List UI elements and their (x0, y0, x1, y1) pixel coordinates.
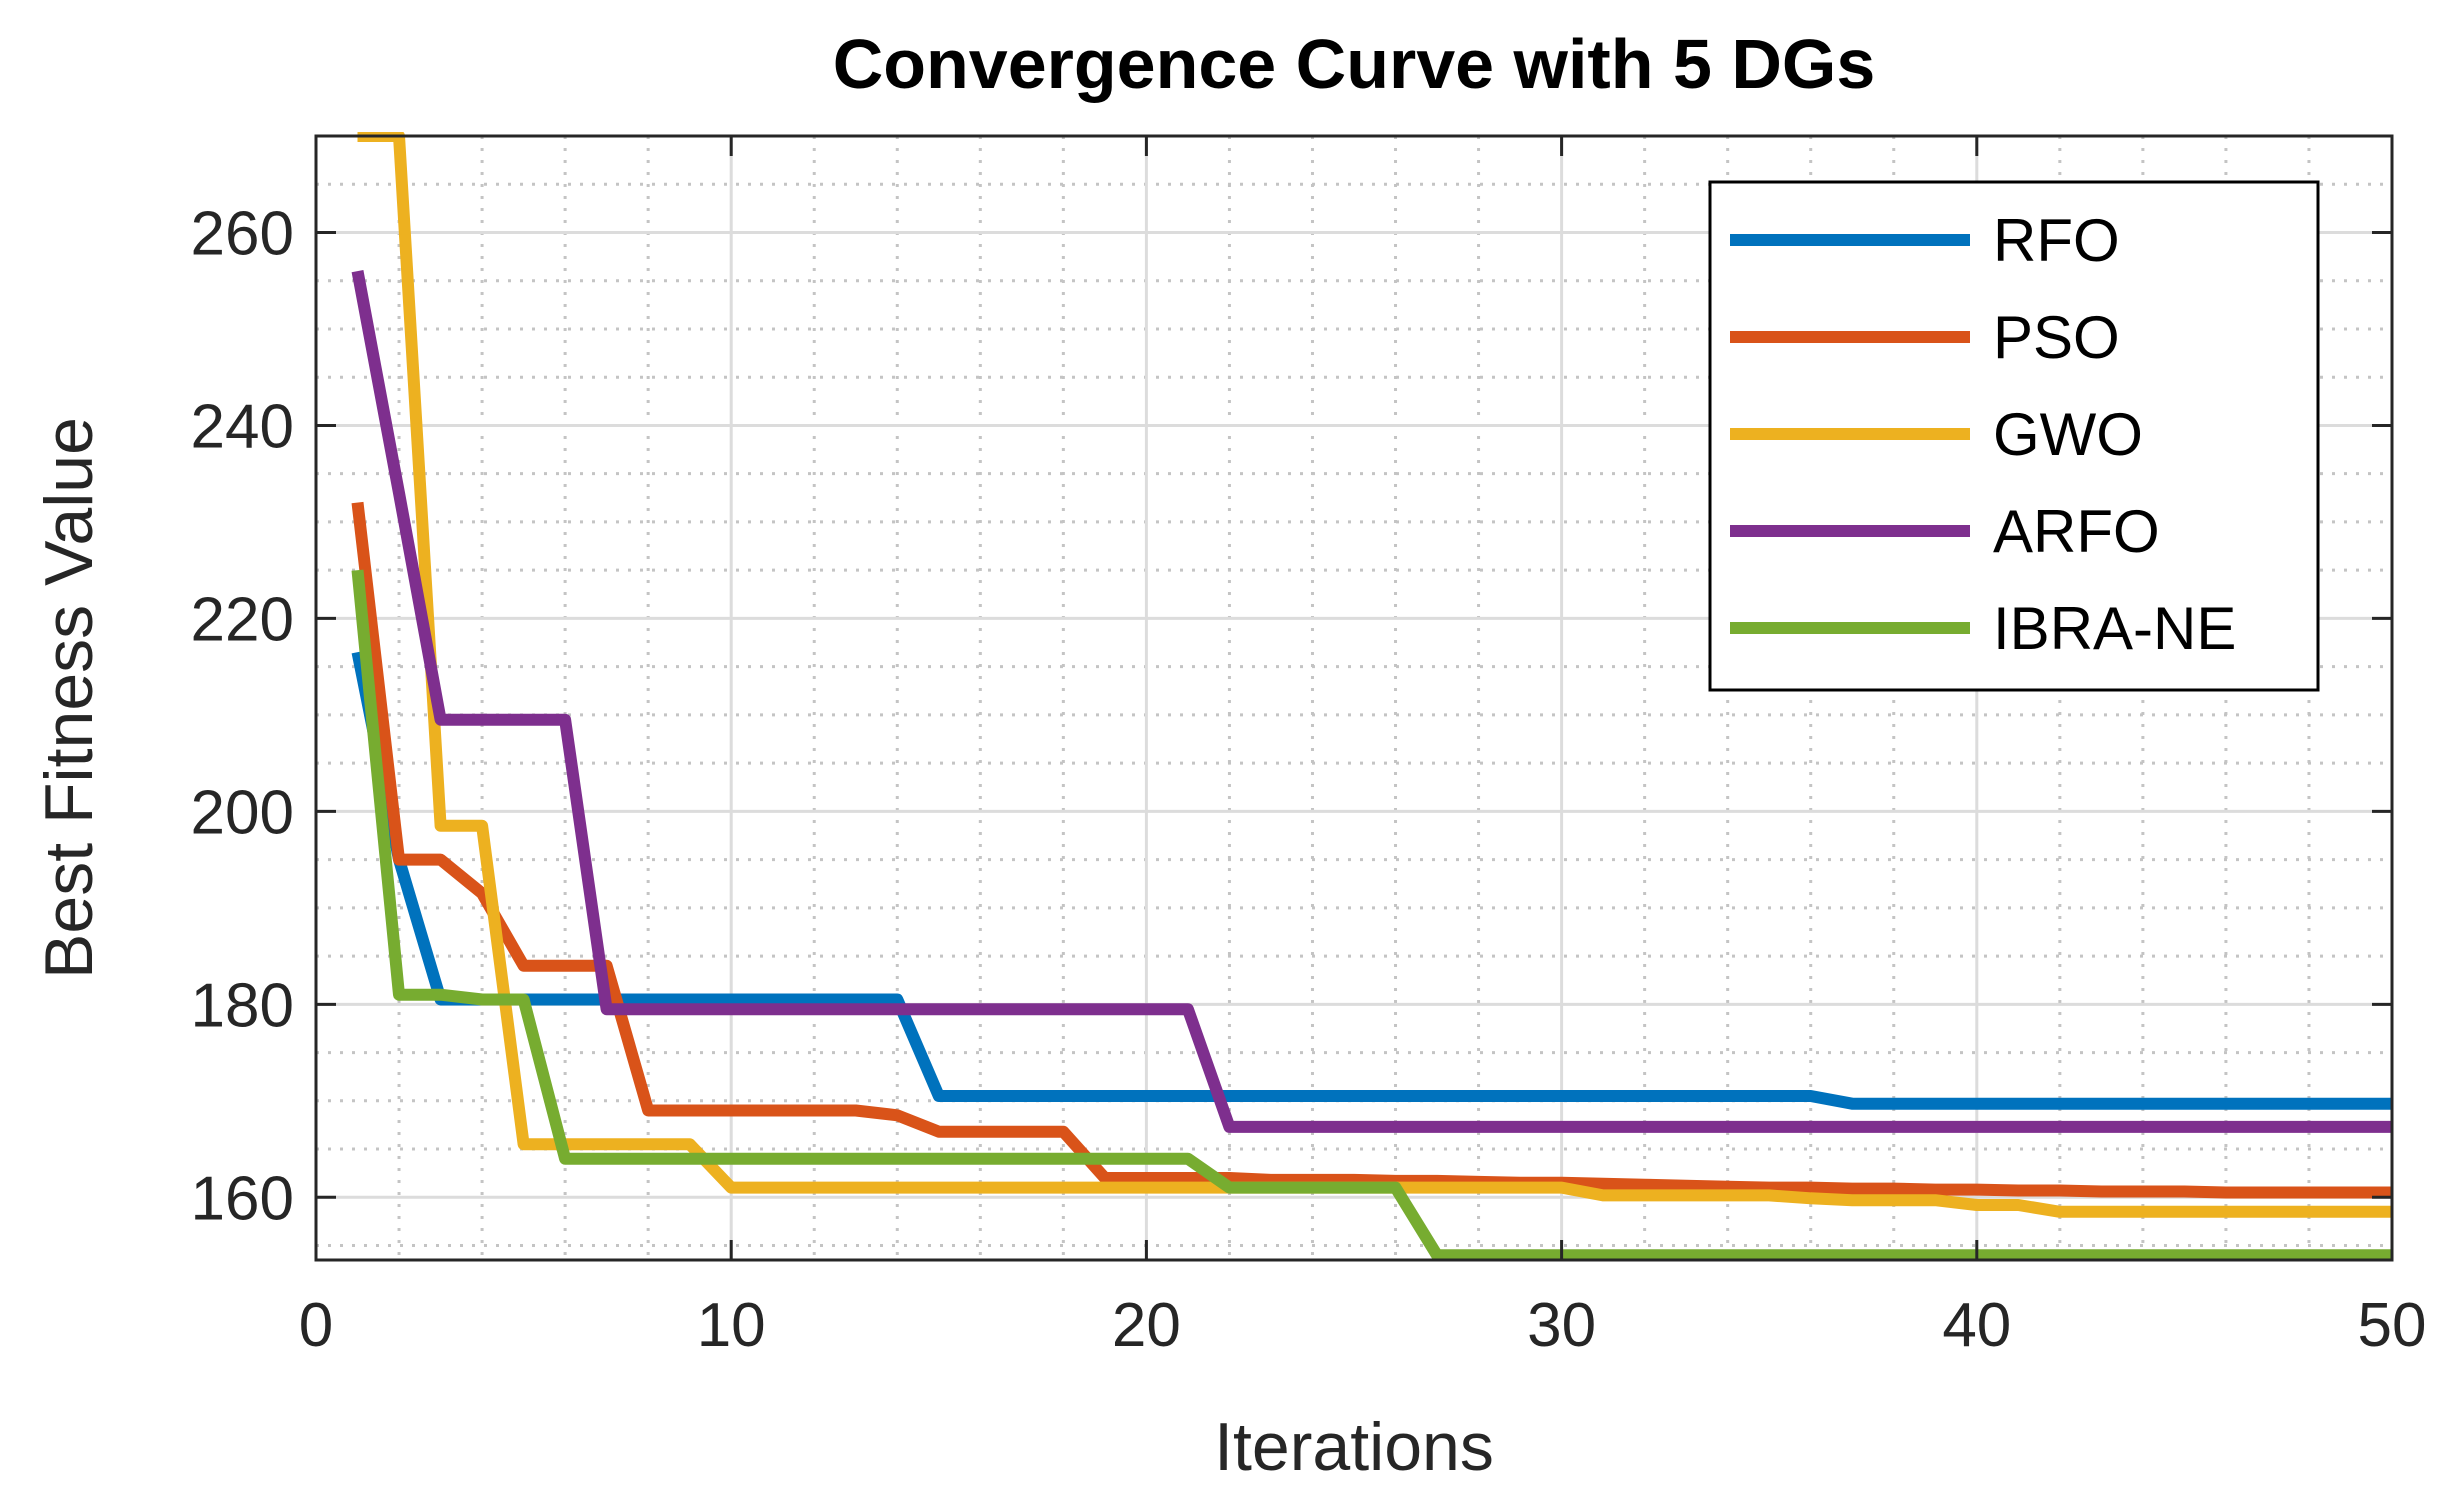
x-axis-label: Iterations (1214, 1409, 1494, 1485)
series-line-ibra-ne (351, 569, 2392, 1262)
y-tick-label: 200 (191, 778, 294, 847)
series-line-arfo (351, 269, 2392, 1133)
x-tick-label: 30 (1527, 1291, 1596, 1360)
legend-label-gwo: GWO (1993, 401, 2143, 468)
legend: RFO PSO GWO ARFO IBRA-NE (1708, 180, 2320, 692)
y-tick-label: 240 (191, 392, 294, 461)
x-tick-label: 0 (299, 1291, 333, 1360)
axes-box (314, 134, 2394, 1262)
tick-labels: 0 10 20 30 40 50 160 180 200 220 240 260 (191, 199, 2427, 1360)
legend-label-ibra-ne: IBRA-NE (1993, 595, 2236, 662)
x-tick-label: 10 (697, 1291, 766, 1360)
y-tick-label: 180 (191, 971, 294, 1040)
series-line-pso (351, 501, 2392, 1199)
y-tick-label: 160 (191, 1164, 294, 1233)
chart-title: Convergence Curve with 5 DGs (833, 25, 1876, 103)
y-tick-label: 260 (191, 199, 294, 268)
x-tick-label: 40 (1942, 1291, 2011, 1360)
axis-ticks (314, 136, 2394, 1260)
y-tick-label: 220 (191, 585, 294, 654)
legend-label-pso: PSO (1993, 304, 2120, 371)
x-tick-label: 20 (1112, 1291, 1181, 1360)
y-axis-label: Best Fitness Value (31, 417, 107, 979)
series-line-rfo (351, 651, 2392, 1110)
legend-label-arfo: ARFO (1993, 498, 2160, 565)
x-tick-label: 50 (2358, 1291, 2427, 1360)
series-layer (351, 132, 2392, 1262)
legend-label-rfo: RFO (1993, 207, 2120, 274)
